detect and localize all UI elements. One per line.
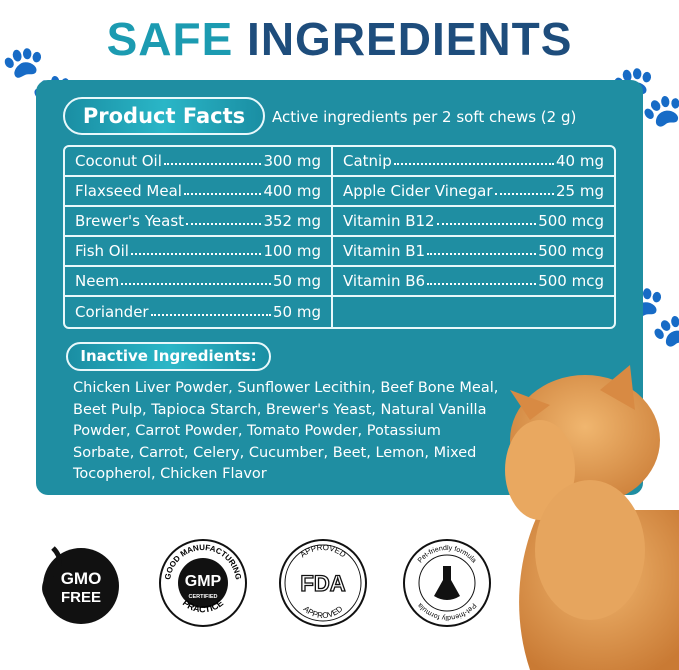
ingredient-cell: Coconut Oil 300 mg bbox=[65, 147, 333, 177]
dot-leader bbox=[427, 252, 537, 255]
active-ingredients-table: Coconut Oil 300 mg Catnip 40 mg Flaxseed Mea… bbox=[63, 145, 616, 329]
dot-leader bbox=[436, 222, 537, 225]
dot-leader bbox=[494, 192, 554, 195]
dot-leader bbox=[393, 162, 554, 165]
dot-leader bbox=[163, 162, 262, 165]
dot-leader bbox=[150, 313, 271, 316]
ingredient-name: Coriander bbox=[75, 303, 149, 321]
ingredient-amount: 40 mg bbox=[556, 152, 604, 170]
ingredient-name: Fish Oil bbox=[75, 242, 129, 260]
ingredient-amount: 25 mg bbox=[556, 182, 604, 200]
gmp-badge: GOOD MANUFACTURING PRACTICE GMP CERTIFIE… bbox=[159, 539, 247, 627]
ingredient-cell: Vitamin B12 500 mcg bbox=[333, 207, 614, 237]
ingredient-name: Flaxseed Meal bbox=[75, 182, 182, 200]
ingredient-amount: 500 mcg bbox=[538, 212, 604, 230]
inactive-ingredients-text: Chicken Liver Powder, Sunflower Lecithin… bbox=[73, 380, 499, 482]
svg-text:CERTIFIED: CERTIFIED bbox=[188, 594, 217, 600]
svg-text:FREE: FREE bbox=[61, 589, 101, 606]
ingredient-amount: 300 mg bbox=[263, 152, 321, 170]
dot-leader bbox=[183, 192, 262, 195]
gmo-free-badge: GMO FREE bbox=[42, 546, 119, 624]
svg-text:APPROVED: APPROVED bbox=[302, 604, 345, 620]
svg-text:PRACTICE: PRACTICE bbox=[181, 598, 225, 615]
cat-photo bbox=[505, 365, 679, 670]
dot-leader bbox=[186, 222, 262, 225]
product-facts-label: Product Facts bbox=[63, 97, 265, 135]
ingredient-name: Brewer's Yeast bbox=[75, 212, 185, 230]
fda-badge: APPROVED APPROVED FDA bbox=[279, 539, 367, 627]
ingredient-amount: 50 mg bbox=[273, 272, 321, 290]
ingredient-name: Vitamin B12 bbox=[343, 212, 435, 230]
pet-friendly-badge: Pet-friendly formula Pet-friendly formul… bbox=[403, 539, 491, 627]
ingredient-cell: Coriander 50 mg bbox=[65, 297, 333, 327]
ingredient-cell: Catnip 40 mg bbox=[333, 147, 614, 177]
inactive-ingredients-label: Inactive Ingredients: bbox=[66, 342, 271, 371]
ingredient-name: Vitamin B1 bbox=[343, 242, 426, 260]
svg-text:GMO: GMO bbox=[61, 569, 102, 588]
ingredient-cell: Fish Oil 100 mg bbox=[65, 237, 333, 267]
ingredient-name: Catnip bbox=[343, 152, 392, 170]
ingredient-cell: Vitamin B1 500 mcg bbox=[333, 237, 614, 267]
dot-leader bbox=[121, 282, 271, 285]
ingredient-cell: Brewer's Yeast 352 mg bbox=[65, 207, 333, 237]
ingredient-amount: 400 mg bbox=[263, 182, 321, 200]
ingredient-amount: 500 mcg bbox=[538, 242, 604, 260]
svg-text:FDA: FDA bbox=[300, 571, 345, 596]
ingredient-cell: Apple Cider Vinegar 25 mg bbox=[333, 177, 614, 207]
ingredient-amount: 100 mg bbox=[263, 242, 321, 260]
page-title: SAFE INGREDIENTS bbox=[106, 13, 573, 65]
flask-icon bbox=[434, 566, 460, 600]
ingredient-name: Coconut Oil bbox=[75, 152, 162, 170]
svg-text:GMP: GMP bbox=[185, 573, 222, 590]
ingredient-amount: 50 mg bbox=[273, 303, 321, 321]
ingredient-amount: 500 mcg bbox=[538, 272, 604, 290]
ingredient-amount: 352 mg bbox=[263, 212, 321, 230]
ingredient-name: Neem bbox=[75, 272, 120, 290]
ingredient-name: Apple Cider Vinegar bbox=[343, 182, 493, 200]
serving-subtitle: Active ingredients per 2 soft chews (2 g… bbox=[272, 108, 577, 126]
ingredient-cell: Flaxseed Meal 400 mg bbox=[65, 177, 333, 207]
ingredient-name: Vitamin B6 bbox=[343, 272, 426, 290]
ingredient-cell bbox=[333, 297, 614, 327]
ingredient-cell: Vitamin B6 500 mcg bbox=[333, 267, 614, 297]
dot-leader bbox=[427, 282, 537, 285]
dot-leader bbox=[130, 252, 262, 255]
ingredient-cell: Neem 50 mg bbox=[65, 267, 333, 297]
